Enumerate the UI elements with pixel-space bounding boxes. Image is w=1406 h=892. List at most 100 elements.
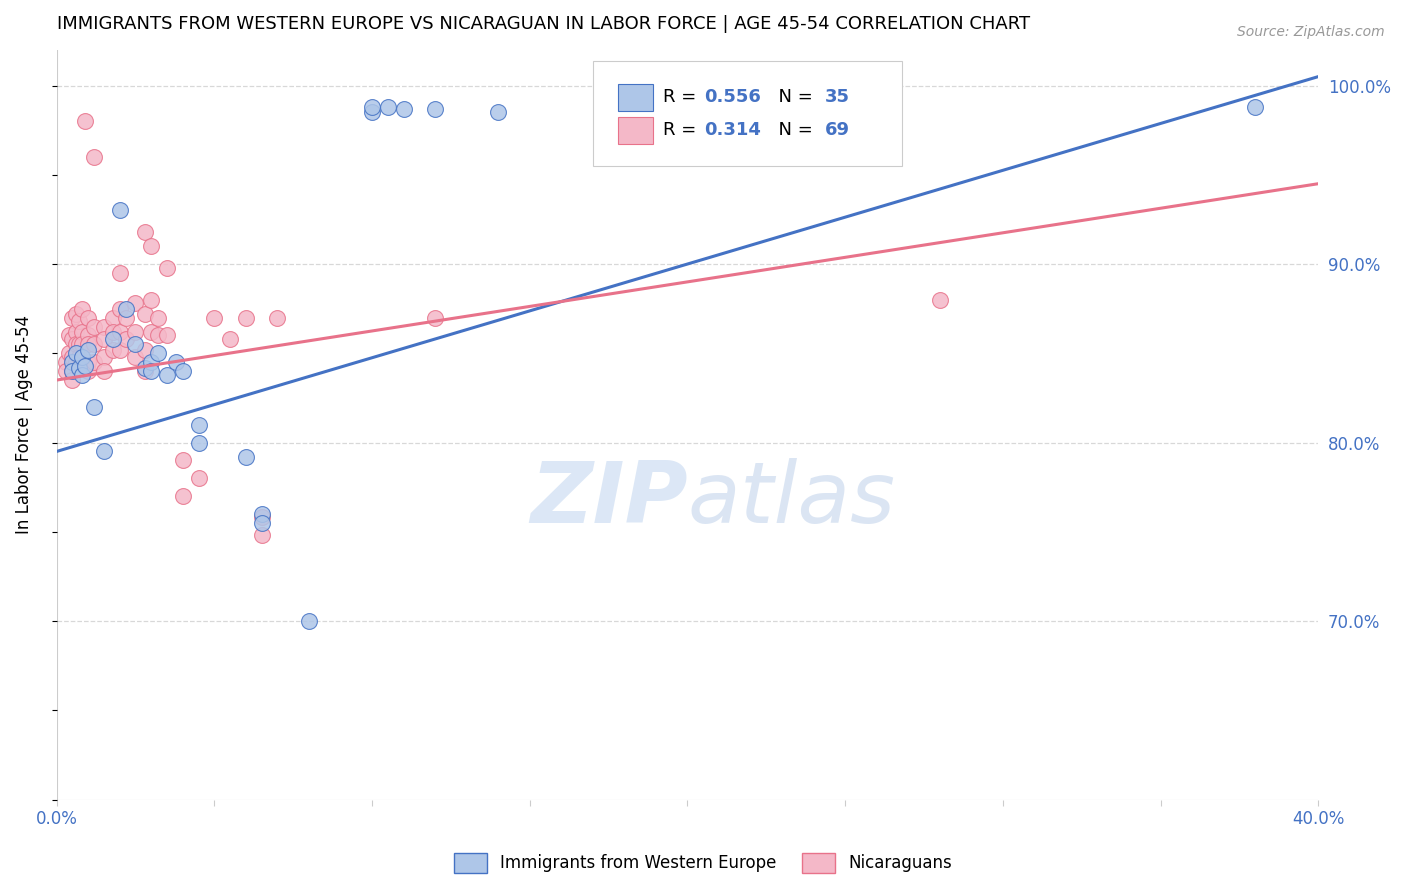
Point	[124, 337, 146, 351]
Point	[60, 364, 83, 378]
Text: atlas: atlas	[688, 458, 896, 541]
Point	[266, 310, 288, 325]
Point	[866, 100, 889, 114]
Point	[55, 364, 77, 378]
FancyBboxPatch shape	[619, 117, 654, 144]
Point	[65, 346, 87, 360]
Point	[67, 314, 90, 328]
Point	[67, 350, 90, 364]
Point	[73, 359, 96, 373]
Point	[83, 150, 105, 164]
Point	[77, 355, 100, 369]
Point	[83, 400, 105, 414]
Point	[141, 364, 163, 378]
Text: 35: 35	[825, 88, 851, 106]
Point	[141, 293, 163, 307]
Point	[103, 325, 125, 339]
Point	[423, 310, 446, 325]
Text: 0.556: 0.556	[704, 88, 761, 106]
Point	[298, 614, 321, 628]
Text: IMMIGRANTS FROM WESTERN EUROPE VS NICARAGUAN IN LABOR FORCE | AGE 45-54 CORRELAT: IMMIGRANTS FROM WESTERN EUROPE VS NICARA…	[56, 15, 1029, 33]
Point	[58, 346, 80, 360]
Point	[58, 328, 80, 343]
Point	[108, 266, 131, 280]
Point	[124, 296, 146, 310]
Point	[235, 450, 257, 464]
Point	[156, 368, 179, 382]
Point	[423, 102, 446, 116]
Point	[103, 332, 125, 346]
Point	[70, 301, 93, 316]
Point	[1244, 100, 1267, 114]
Point	[93, 364, 115, 378]
Point	[134, 307, 156, 321]
Point	[93, 332, 115, 346]
Point	[172, 364, 194, 378]
Point	[70, 368, 93, 382]
FancyBboxPatch shape	[619, 84, 654, 111]
Text: ZIP: ZIP	[530, 458, 688, 541]
Point	[187, 417, 209, 432]
Point	[108, 203, 131, 218]
Point	[77, 343, 100, 357]
Point	[60, 373, 83, 387]
Point	[392, 102, 415, 116]
Point	[83, 319, 105, 334]
Point	[250, 510, 273, 524]
Point	[93, 319, 115, 334]
Point	[108, 325, 131, 339]
Point	[202, 310, 225, 325]
Point	[67, 360, 90, 375]
Point	[65, 325, 87, 339]
Point	[65, 337, 87, 351]
Point	[134, 364, 156, 378]
Point	[250, 516, 273, 530]
Point	[115, 310, 138, 325]
Point	[60, 350, 83, 364]
Point	[146, 346, 169, 360]
Point	[146, 328, 169, 343]
Point	[172, 489, 194, 503]
Point	[187, 435, 209, 450]
Point	[83, 337, 105, 351]
Text: 69: 69	[825, 121, 851, 139]
Point	[108, 301, 131, 316]
Y-axis label: In Labor Force | Age 45-54: In Labor Force | Age 45-54	[15, 315, 32, 534]
Point	[361, 105, 384, 120]
Point	[146, 310, 169, 325]
Point	[141, 325, 163, 339]
Point	[77, 364, 100, 378]
Point	[172, 453, 194, 467]
Point	[124, 350, 146, 364]
Legend: Immigrants from Western Europe, Nicaraguans: Immigrants from Western Europe, Nicaragu…	[447, 847, 959, 880]
Point	[83, 355, 105, 369]
Point	[235, 310, 257, 325]
Point	[103, 343, 125, 357]
Text: R =: R =	[664, 88, 703, 106]
Text: N =: N =	[766, 88, 818, 106]
Point	[103, 310, 125, 325]
FancyBboxPatch shape	[593, 61, 901, 166]
Point	[70, 350, 93, 364]
Text: R =: R =	[664, 121, 703, 139]
Point	[77, 337, 100, 351]
Point	[60, 332, 83, 346]
Point	[156, 260, 179, 275]
Point	[65, 355, 87, 369]
Point	[65, 307, 87, 321]
Point	[93, 350, 115, 364]
Point	[70, 325, 93, 339]
Point	[60, 364, 83, 378]
Point	[134, 343, 156, 357]
Point	[77, 310, 100, 325]
Point	[166, 355, 188, 369]
Point	[70, 337, 93, 351]
Point	[486, 105, 509, 120]
Text: Source: ZipAtlas.com: Source: ZipAtlas.com	[1237, 25, 1385, 39]
Point	[141, 355, 163, 369]
Point	[156, 328, 179, 343]
Point	[361, 100, 384, 114]
Point	[55, 355, 77, 369]
Point	[219, 332, 242, 346]
Point	[250, 528, 273, 542]
